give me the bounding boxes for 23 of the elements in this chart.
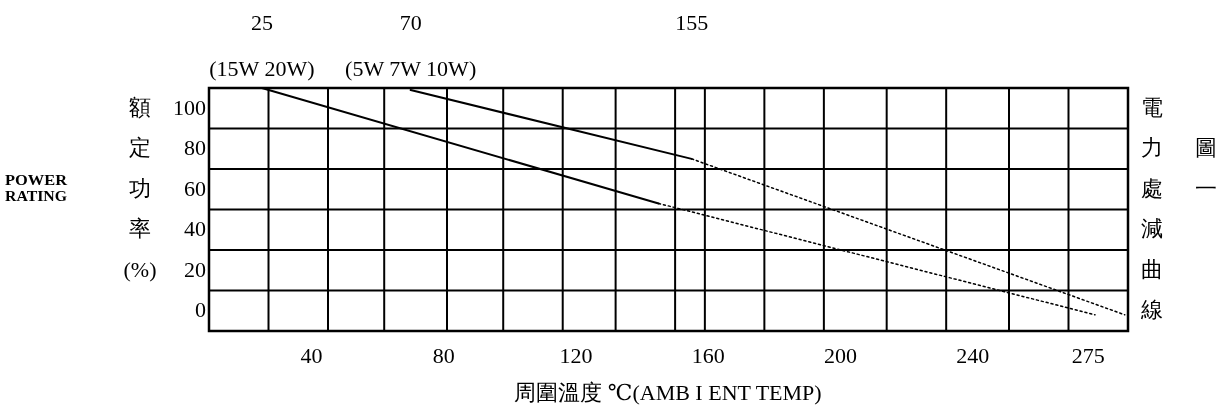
x-tick-label: 80 [432,342,455,368]
x-tick-label: 240 [956,342,990,368]
x-tick-label: 275 [1071,342,1105,368]
y2-axis-title: 電力處減曲線 [1140,94,1163,322]
y-tick-label: 0 [195,297,206,322]
x-tick-label: 40 [300,342,323,368]
y-axis-title: 額定功率(%) [123,94,157,282]
x-tick-label: 120 [559,342,593,368]
x-tick-label: 160 [691,342,725,368]
y-tick-label: 40 [184,216,206,241]
y-tick-label: 20 [184,256,206,282]
x2-tick-label: 25 [250,9,273,35]
y-tick-label: 60 [184,175,206,201]
y-tick-label: 80 [184,135,206,160]
y-tick-label: 100 [173,94,206,120]
x2-tick-label: 155 [675,9,709,35]
text: 圖一 [1195,135,1217,201]
text: POWER RATING [5,172,68,204]
x-tick-label: 200 [823,342,857,368]
series-label: (5W 7W 10W) [345,55,477,81]
x2-tick-label: 70 [399,9,422,35]
x-axis-title: 周圍溫度 ℃(AMB I ENT TEMP) [514,379,822,405]
series-label: (15W 20W) [209,55,315,81]
